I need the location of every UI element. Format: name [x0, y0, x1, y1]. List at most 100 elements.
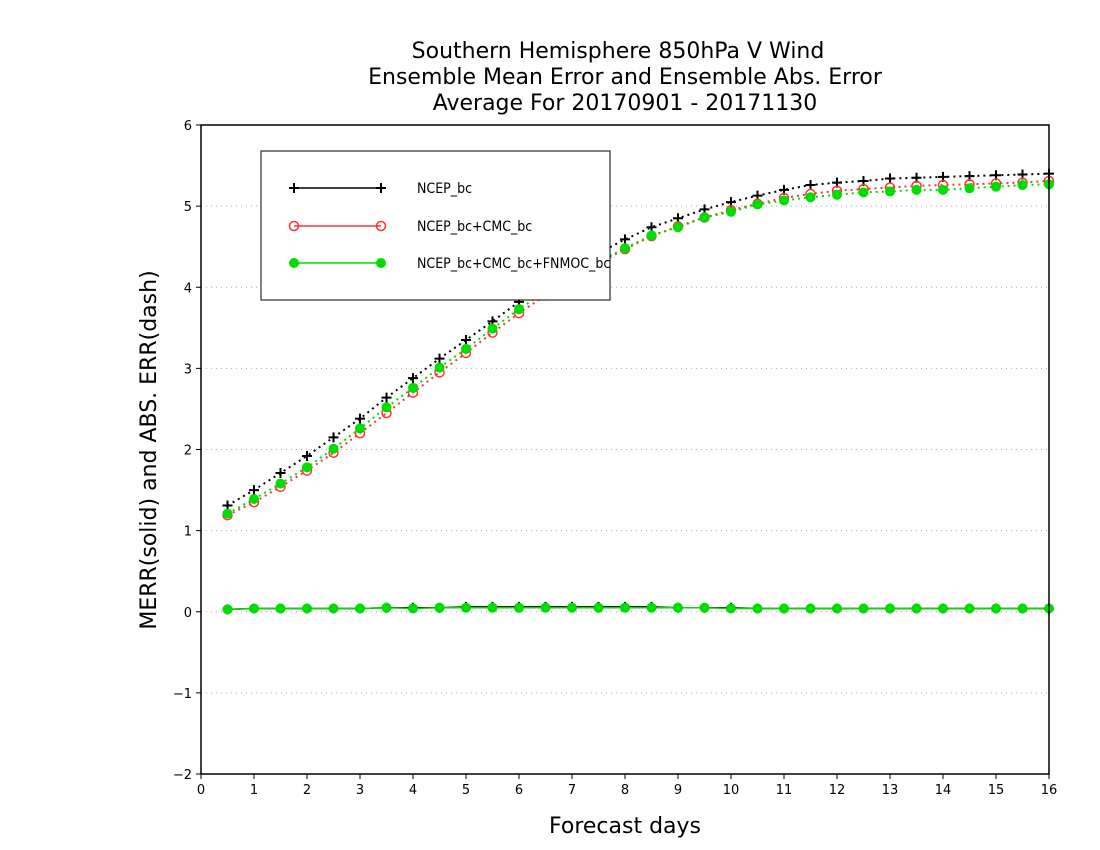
merr-point-2 [726, 603, 736, 614]
x-tick-label: 6 [515, 783, 523, 798]
merr-point-2 [302, 603, 312, 614]
abs-err-point-2 [858, 187, 869, 198]
legend: NCEP_bc NCEP_bc+CMC_bc NCEP_bc+CMC_bc+FNMO… [260, 150, 611, 301]
abs-err-point-2 [938, 184, 948, 195]
x-tick-label: 16 [1041, 783, 1058, 798]
merr-point-2 [832, 603, 842, 614]
abs-err-point-2 [726, 206, 736, 217]
merr-point-2 [885, 603, 895, 614]
y-tick-label: 1 [184, 525, 192, 540]
chart-title-line-1: Southern Hemisphere 850hPa V Wind [412, 39, 825, 64]
abs-err-point-2 [646, 230, 657, 241]
merr-point-2 [673, 602, 683, 613]
abs-err-point-0 [885, 173, 895, 184]
legend-label-2: NCEP_bc+CMC_bc+FNMOC_bc [417, 256, 610, 272]
abs-err-point-2 [779, 195, 789, 206]
merr-point-2 [328, 603, 339, 614]
abs-err-point-0 [408, 373, 418, 384]
merr-point-2 [249, 603, 259, 614]
abs-err-point-2 [805, 192, 816, 203]
x-tick-label: 4 [409, 783, 417, 798]
chart-title-line-3: Average For 20170901 - 20171130 [433, 91, 818, 116]
y-tick-label: 4 [184, 281, 192, 296]
x-tick-label: 1 [250, 783, 258, 798]
merr-point-2 [222, 604, 233, 615]
legend-marker-1 [375, 220, 387, 232]
abs-err-point-2 [275, 478, 286, 489]
merr-point-2 [991, 603, 1001, 614]
legend-marker-2 [376, 258, 386, 268]
chart-title-line-2: Ensemble Mean Error and Ensemble Abs. Er… [368, 65, 883, 90]
x-tick-label: 7 [568, 783, 576, 798]
abs-err-point-2 [249, 493, 259, 504]
x-tick-label: 14 [935, 783, 952, 798]
abs-err-point-0 [302, 450, 312, 461]
abs-err-point-2 [673, 222, 683, 233]
abs-err-point-0 [249, 485, 259, 496]
x-tick-label: 3 [356, 783, 364, 798]
merr-point-2 [964, 603, 975, 614]
abs-err-point-2 [1017, 180, 1028, 191]
x-tick-label: 8 [621, 783, 629, 798]
merr-point-2 [514, 602, 524, 613]
merr-point-2 [1017, 603, 1028, 614]
abs-err-point-2 [752, 199, 763, 210]
abs-err-point-0 [620, 234, 630, 245]
y-tick-label: 2 [184, 444, 192, 459]
x-axis-label: Forecast days [549, 814, 701, 839]
merr-point-2 [567, 602, 577, 613]
abs-err-point-2 [964, 183, 975, 194]
x-tick-label: 2 [303, 783, 311, 798]
y-tick-label: 0 [184, 606, 192, 621]
abs-err-point-0 [275, 468, 286, 479]
abs-err-point-2 [514, 304, 524, 315]
merr-point-2 [355, 603, 365, 614]
legend-label-1: NCEP_bc+CMC_bc [417, 219, 532, 235]
x-tick-label: 13 [882, 783, 899, 798]
abs-err-point-0 [328, 432, 339, 443]
merr-point-2 [911, 603, 922, 614]
legend-marker-2 [289, 258, 299, 268]
legend-marker-0 [289, 183, 299, 193]
merr-point-2 [487, 602, 498, 613]
merr-point-2 [434, 602, 445, 613]
abs-err-point-2 [885, 186, 895, 197]
merr-point-2 [752, 603, 763, 614]
y-tick-label: −1 [173, 687, 192, 702]
abs-err-point-0 [355, 413, 365, 424]
abs-err-point-0 [461, 334, 471, 345]
x-tick-label: 9 [674, 783, 682, 798]
merr-point-2 [938, 603, 948, 614]
merr-point-2 [620, 602, 630, 613]
y-tick-label: 3 [184, 362, 192, 377]
abs-err-point-2 [911, 184, 922, 195]
abs-err-point-2 [832, 189, 842, 200]
abs-err-point-2 [434, 362, 445, 373]
merr-point-2 [540, 602, 551, 613]
abs-err-point-2 [328, 443, 339, 454]
merr-point-2 [593, 602, 604, 613]
y-tick-label: 6 [184, 119, 192, 134]
legend-marker-0 [376, 183, 386, 193]
abs-err-point-2 [222, 508, 233, 519]
abs-err-point-0 [381, 392, 392, 403]
abs-err-point-2 [381, 402, 392, 413]
abs-err-point-2 [302, 462, 312, 473]
y-tick-label: 5 [184, 200, 192, 215]
merr-point-2 [779, 603, 789, 614]
x-tick-label: 12 [829, 783, 846, 798]
abs-err-point-2 [620, 243, 630, 254]
abs-err-point-0 [805, 180, 816, 191]
abs-err-point-2 [699, 212, 710, 223]
abs-err-point-2 [991, 181, 1001, 192]
merr-point-2 [408, 603, 418, 614]
merr-point-2 [646, 602, 657, 613]
abs-err-point-2 [487, 323, 498, 334]
merr-point-2 [699, 602, 710, 613]
merr-point-2 [858, 603, 869, 614]
y-tick-label: −2 [173, 768, 192, 783]
legend-label-0: NCEP_bc [417, 181, 472, 197]
abs-err-point-2 [355, 423, 365, 434]
